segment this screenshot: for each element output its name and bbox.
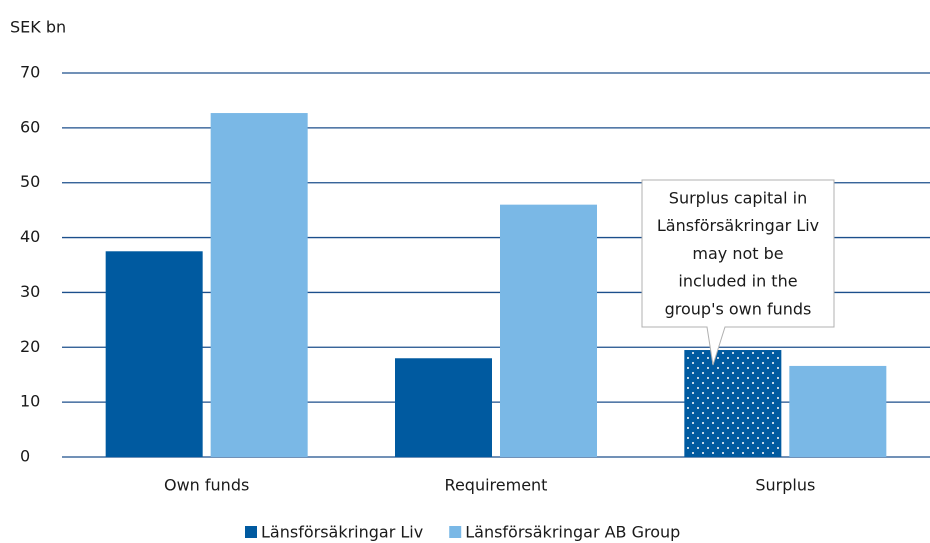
y-tick-label: 0 bbox=[20, 447, 30, 466]
y-tick-label: 40 bbox=[20, 227, 40, 246]
legend-swatch bbox=[449, 526, 462, 538]
annotation-line: group's own funds bbox=[665, 299, 812, 318]
bar bbox=[210, 113, 308, 457]
y-tick-label: 70 bbox=[20, 63, 40, 82]
annotation-line: Surplus capital in bbox=[669, 189, 807, 208]
bar bbox=[789, 365, 887, 457]
y-tick-label: 20 bbox=[20, 337, 40, 356]
y-tick-label: 50 bbox=[20, 172, 40, 191]
legend-label: Länsförsäkringar Liv bbox=[261, 523, 423, 542]
x-tick-label: Requirement bbox=[445, 476, 548, 495]
bar bbox=[105, 251, 203, 457]
y-tick-label: 60 bbox=[20, 117, 40, 136]
annotation-line: Länsförsäkringar Liv bbox=[657, 216, 819, 235]
x-tick-label: Own funds bbox=[164, 476, 249, 495]
annotation-line: may not be bbox=[692, 244, 783, 263]
bar bbox=[500, 204, 597, 457]
bar bbox=[684, 350, 782, 457]
legend-swatch bbox=[245, 526, 257, 538]
y-tick-label: 10 bbox=[20, 392, 40, 411]
annotation-line: included in the bbox=[678, 272, 797, 291]
y-tick-label: 30 bbox=[20, 282, 40, 301]
x-tick-label: Surplus bbox=[755, 476, 815, 495]
callout-box bbox=[641, 179, 835, 366]
bar bbox=[395, 358, 492, 457]
legend-label: Länsförsäkringar AB Group bbox=[465, 523, 680, 542]
y-axis-label: SEK bn bbox=[10, 18, 66, 37]
